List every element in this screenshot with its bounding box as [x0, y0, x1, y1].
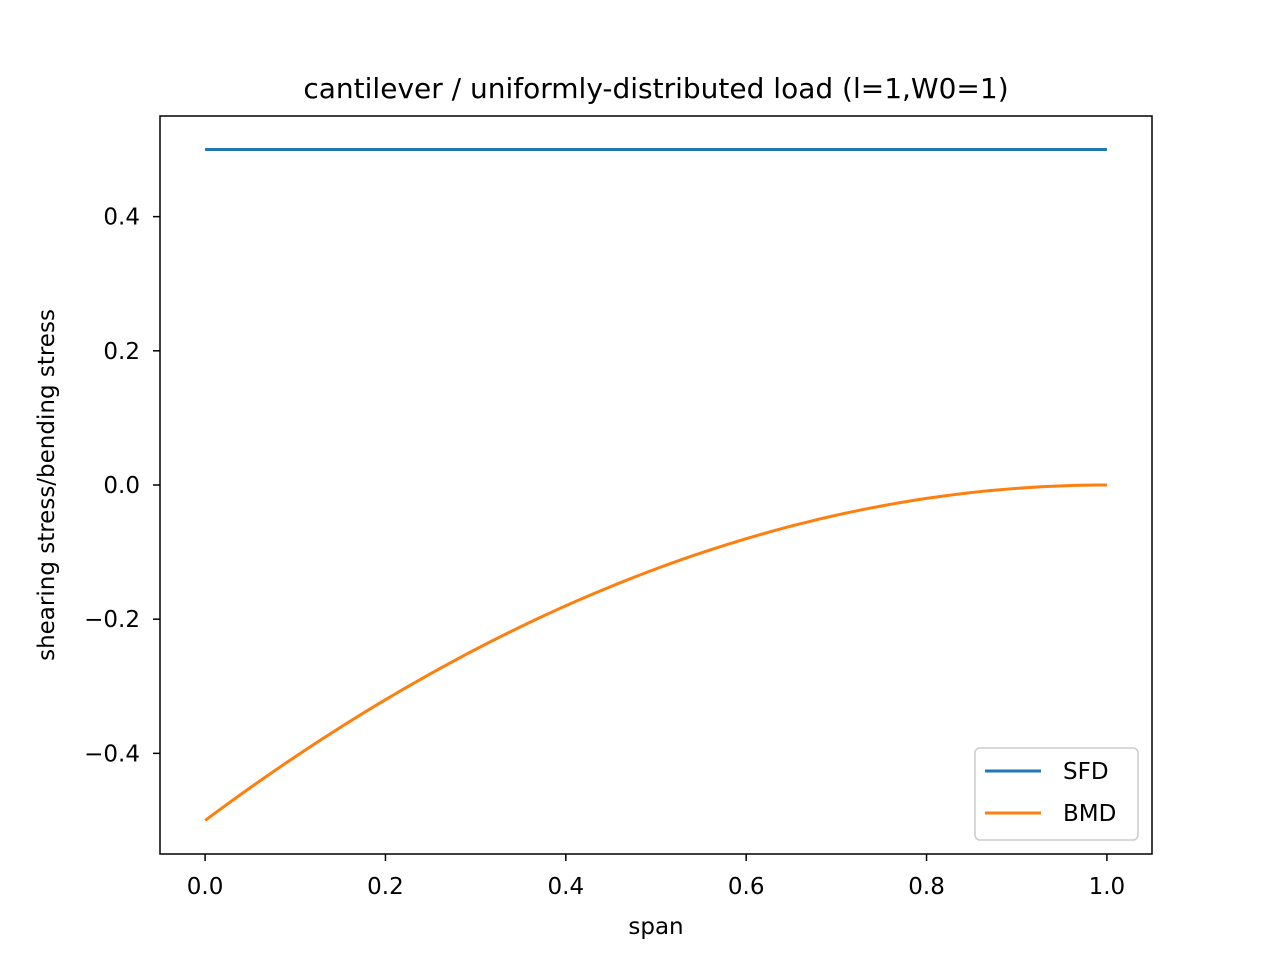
plot-background: [160, 116, 1152, 854]
x-tick-label: 0.8: [908, 874, 945, 900]
x-axis-label: span: [628, 914, 683, 940]
chart-title: cantilever / uniformly-distributed load …: [303, 72, 1008, 105]
series-layer: [204, 148, 1107, 822]
y-axis-ticks: −0.4 −0.2 0.0 0.2 0.4: [84, 205, 160, 767]
series-line-bmd: [204, 483, 1107, 822]
y-axis-label: shearing stress/bending stress: [34, 309, 60, 661]
legend-label-sfd: SFD: [1063, 759, 1109, 785]
y-tick-label: 0.2: [103, 339, 140, 365]
y-tick-label: −0.4: [84, 741, 140, 767]
legend: SFD BMD: [974, 747, 1139, 841]
plot-area: [159, 115, 1153, 855]
y-tick-label: 0.0: [103, 473, 140, 499]
x-tick-label: 0.4: [548, 874, 585, 900]
x-tick-label: 0.2: [367, 874, 404, 900]
y-tick-label: 0.4: [103, 205, 140, 231]
x-axis-ticks: 0.0 0.2 0.4 0.6 0.8 1.0: [187, 854, 1125, 900]
y-tick-label: −0.2: [84, 607, 140, 633]
legend-label-bmd: BMD: [1063, 801, 1116, 827]
x-tick-label: 1.0: [1089, 874, 1126, 900]
x-tick-label: 0.6: [728, 874, 765, 900]
x-tick-label: 0.0: [187, 874, 224, 900]
